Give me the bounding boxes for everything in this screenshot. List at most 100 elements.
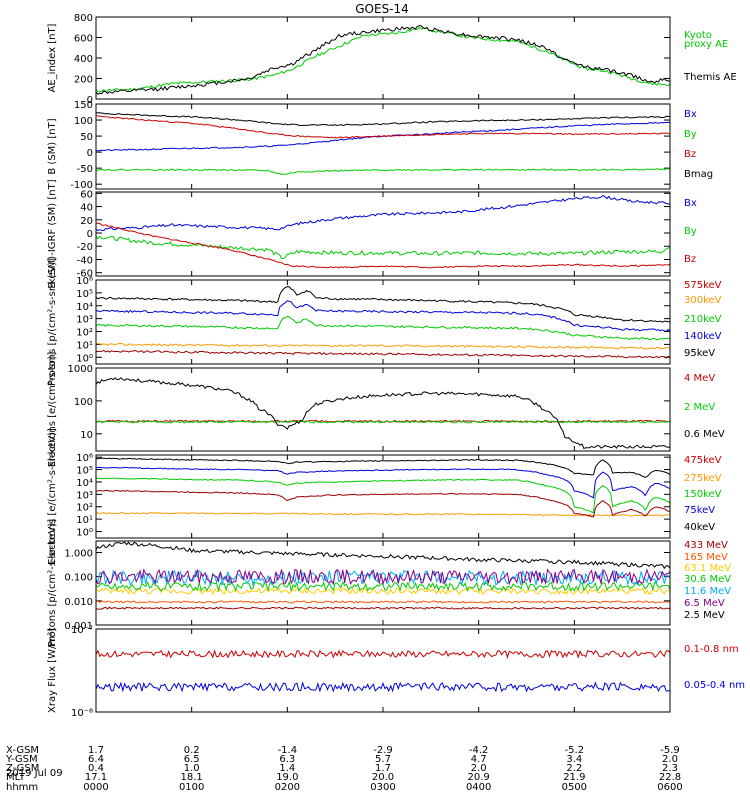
series-label: 75keV <box>684 505 715 516</box>
series-label: 210keV <box>684 314 722 325</box>
series-label: 165 MeV <box>684 552 728 563</box>
panel-6-ylabel: Electrons [e/(cm²-s-sr-keV)] <box>47 428 58 565</box>
orbit-value: 20.0 <box>372 772 394 783</box>
series-label: Bx <box>684 198 697 209</box>
y-tick-label: 400 <box>74 54 93 65</box>
orbit-table: X-GSM 1.7 0.2 -1.4 -2.9 -4.2 -5.2 -5.9 Y-GSM 6.4 6… <box>5 745 683 793</box>
y-tick-label: 20 <box>80 216 93 227</box>
series-line-themis-ae <box>96 25 670 95</box>
y-tick-label: 1000 <box>68 364 93 375</box>
series-label: 433 MeV <box>684 540 728 551</box>
y-tick-label: -50 <box>77 164 93 175</box>
series-label: Bx <box>684 109 697 120</box>
series-line-165-mev <box>96 600 670 604</box>
series-line-bz <box>96 115 670 139</box>
panel-frame <box>95 16 671 100</box>
y-tick-label: 10⁵ <box>76 466 93 477</box>
panel-8: Xray Flux [W/m²] 10⁻⁸ 10⁻⁷ 0.1-0.8 nm 0.05-0… <box>47 625 745 719</box>
series-label: 4 MeV <box>684 373 715 384</box>
orbit-row-label: hhmm <box>6 782 38 793</box>
orbit-value: -1.4 <box>278 745 298 756</box>
series-line-210kev <box>96 315 670 341</box>
series-line-6-5-mev <box>96 568 670 586</box>
orbit-value: 1.0 <box>184 763 200 774</box>
y-tick-label: 60 <box>80 189 93 200</box>
orbit-value: 5.7 <box>375 754 391 765</box>
orbit-value: -4.2 <box>469 745 489 756</box>
orbit-row-label: Z-GSM <box>6 763 39 774</box>
series-label: proxy AE <box>684 39 728 50</box>
panel-4-ylabel: Protons [p/(cm²-s-sr-keV)] <box>47 258 58 386</box>
series-line-40kev <box>96 489 670 518</box>
series-line-63-1-mev <box>96 587 670 596</box>
y-tick-label: 0 <box>87 148 93 159</box>
orbit-value: 1.7 <box>375 763 391 774</box>
y-tick-label: 0.100 <box>64 573 93 584</box>
y-tick-label: -20 <box>77 242 93 253</box>
orbit-value: 0200 <box>275 782 300 793</box>
series-label: 275keV <box>684 473 722 484</box>
orbit-row-label: Y-GSM <box>5 754 38 765</box>
y-tick-label: 1.000 <box>64 549 93 560</box>
series-label: 0.05-0.4 nm <box>684 680 745 691</box>
panel-2-ylabel: B (SM) [nT] <box>47 118 58 174</box>
series-line-kyoto-proxy-ae <box>96 26 670 93</box>
panel-5-ylabel: Electrons [e/(cm²-s-sr)] <box>47 352 58 468</box>
series-line-by <box>96 168 670 176</box>
orbit-value: 20.9 <box>468 772 490 783</box>
series-label: 11.6 MeV <box>684 586 731 597</box>
series-line-bx <box>96 121 670 152</box>
orbit-value: 17.1 <box>85 772 107 783</box>
series-label: 63.1 MeV <box>684 563 731 574</box>
series-line-300kev <box>96 342 670 350</box>
orbit-value: 1.4 <box>279 763 295 774</box>
series-label: 95keV <box>684 348 715 359</box>
orbit-value: 22.8 <box>659 772 681 783</box>
series-line-by <box>96 235 670 260</box>
y-tick-label: 40 <box>80 203 93 214</box>
panel-frame <box>95 367 671 452</box>
y-tick-label: 10³ <box>76 490 93 501</box>
series-line-95kev <box>96 349 670 359</box>
orbit-value: 6.3 <box>279 754 295 765</box>
y-tick-label: 10⁴ <box>76 302 93 313</box>
orbit-value: 0600 <box>657 782 682 793</box>
y-tick-label: 0.010 <box>64 597 93 608</box>
y-tick-label: 10⁴ <box>76 478 93 489</box>
series-label: Bz <box>684 254 696 265</box>
panel-3-ylabel: B (SM)-IGRF (SM) [nT] <box>47 179 58 288</box>
y-tick-label: 10⁵ <box>76 289 93 300</box>
orbit-value: 6.4 <box>88 754 104 765</box>
orbit-value: 2.0 <box>471 763 487 774</box>
y-tick-label: 0.001 <box>64 621 93 632</box>
series-label: 575keV <box>684 280 722 291</box>
series-line-575kev <box>96 286 670 323</box>
y-tick-label: 10⁰ <box>76 353 93 364</box>
series-line-bz <box>96 222 670 269</box>
orbit-value: 2.0 <box>662 754 678 765</box>
panel-7: Protons [p/(cm²-s-sr-keV)] 0.001 0.010 0.10… <box>47 519 731 647</box>
orbit-value: -2.9 <box>373 745 393 756</box>
panel-1-ylabel: AE_index [nT] <box>47 23 58 92</box>
y-tick-label: 50 <box>80 132 93 143</box>
series-label: Bz <box>684 149 696 160</box>
orbit-value: 0400 <box>466 782 491 793</box>
y-tick-label: 10⁶ <box>76 276 93 287</box>
y-tick-label: 100 <box>74 116 93 127</box>
orbit-value: 1.7 <box>88 745 104 756</box>
y-tick-label: 200 <box>74 75 93 86</box>
series-line-2-5-mev <box>96 541 670 570</box>
y-tick-label: 10² <box>76 328 93 339</box>
series-line-bmag <box>96 112 670 127</box>
panel-2: B (SM) [nT] -100 -50 0 50 100 150 Bx By Bz Bmag <box>47 100 713 191</box>
y-tick-label: 10⁰ <box>76 528 93 539</box>
orbit-value: 18.1 <box>181 772 203 783</box>
y-tick-label: 10⁻⁷ <box>71 625 93 636</box>
panel-frame <box>95 628 671 713</box>
series-label: 150keV <box>684 489 722 500</box>
orbit-value: 0300 <box>370 782 395 793</box>
orbit-value: 4.7 <box>471 754 487 765</box>
series-line-bx <box>96 195 670 232</box>
